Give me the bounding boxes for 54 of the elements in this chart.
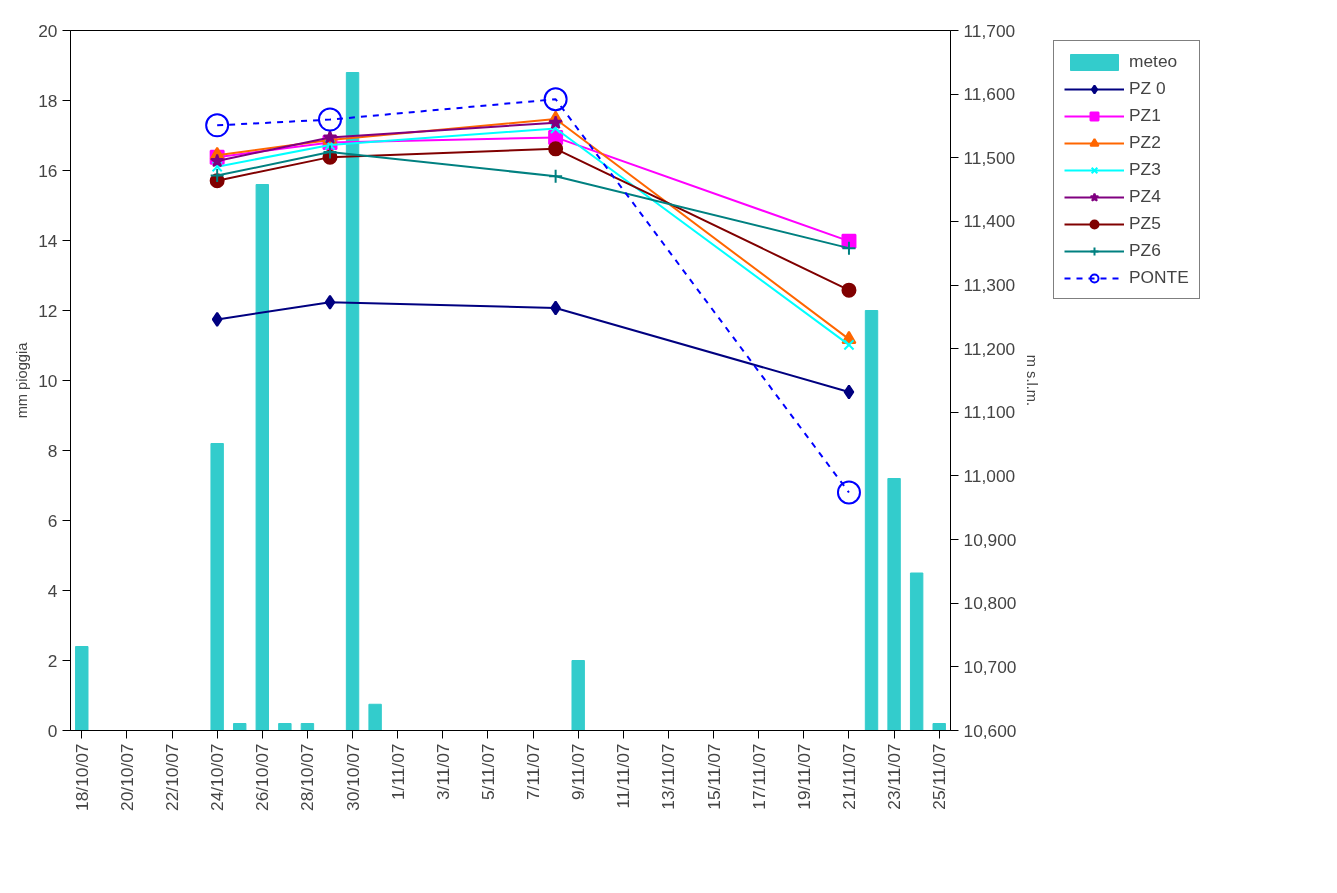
x-tick-label: 5/11/07: [477, 743, 498, 801]
y2-tick-label: 11,100: [963, 402, 1016, 423]
y2-tick-label: 10,900: [963, 529, 1017, 550]
y2-tick-label: 10,600: [963, 720, 1017, 741]
x-tick-label: 28/10/07: [297, 743, 318, 811]
y2-axis-title: m s.l.m.: [1024, 354, 1041, 407]
y2-tick-label: 10,800: [963, 593, 1017, 614]
y2-tick-label: 11,300: [963, 275, 1016, 296]
y-tick-label: 8: [47, 440, 58, 461]
x-tick-label: 11/11/07: [613, 743, 634, 809]
y2-tick-label: 11,400: [963, 211, 1016, 232]
x-tick-label: 17/11/07: [748, 743, 769, 810]
legend-label: PZ1: [1129, 105, 1161, 126]
y2-tick-label: 11,200: [963, 338, 1016, 359]
x-tick-label: 20/10/07: [116, 743, 137, 811]
y-tick-label: 16: [38, 160, 58, 181]
y-tick-label: 10: [38, 370, 58, 391]
y2-tick-label: 11,600: [963, 84, 1016, 105]
y2-tick-label: 11,000: [963, 465, 1016, 486]
x-tick-label: 18/10/07: [71, 743, 92, 811]
legend-label: PZ2: [1129, 132, 1161, 153]
legend-label: PZ6: [1129, 240, 1161, 261]
x-tick-label: 19/11/07: [793, 743, 814, 810]
legend-label: PZ3: [1129, 159, 1161, 180]
x-tick-label: 22/10/07: [162, 743, 183, 811]
y-tick-label: 18: [38, 90, 58, 111]
x-tick-label: 30/10/07: [342, 743, 363, 811]
y-tick-label: 14: [38, 230, 58, 251]
x-tick-label: 7/11/07: [523, 743, 544, 801]
x-tick-label: 15/11/07: [703, 743, 724, 810]
x-tick-label: 24/10/07: [207, 743, 228, 811]
y-tick-label: 6: [47, 510, 58, 531]
x-tick-label: 23/11/07: [884, 743, 905, 810]
y-tick-label: 20: [38, 20, 58, 41]
x-tick-label: 25/11/07: [929, 743, 950, 810]
x-tick-label: 21/11/07: [838, 743, 859, 810]
legend-label: PZ 0: [1129, 78, 1166, 99]
x-tick-label: 13/11/07: [658, 743, 679, 810]
y-axis-title: mm pioggia: [14, 341, 31, 419]
legend-label: PZ5: [1129, 213, 1161, 234]
y2-tick-label: 11,700: [963, 20, 1016, 41]
x-tick-label: 3/11/07: [432, 743, 453, 801]
legend-label: PONTE: [1129, 267, 1189, 288]
x-tick-label: 9/11/07: [568, 743, 589, 801]
y-tick-label: 0: [47, 720, 58, 741]
legend-label: PZ4: [1129, 186, 1161, 207]
x-tick-label: 1/11/07: [387, 743, 408, 801]
y-tick-label: 12: [38, 300, 58, 321]
y2-tick-label: 10,700: [963, 656, 1017, 677]
legend-label: meteo: [1129, 51, 1178, 72]
x-tick-label: 26/10/07: [252, 743, 273, 811]
y-tick-label: 2: [47, 650, 58, 671]
y2-tick-label: 11,500: [963, 147, 1016, 168]
y-tick-label: 4: [47, 580, 58, 601]
